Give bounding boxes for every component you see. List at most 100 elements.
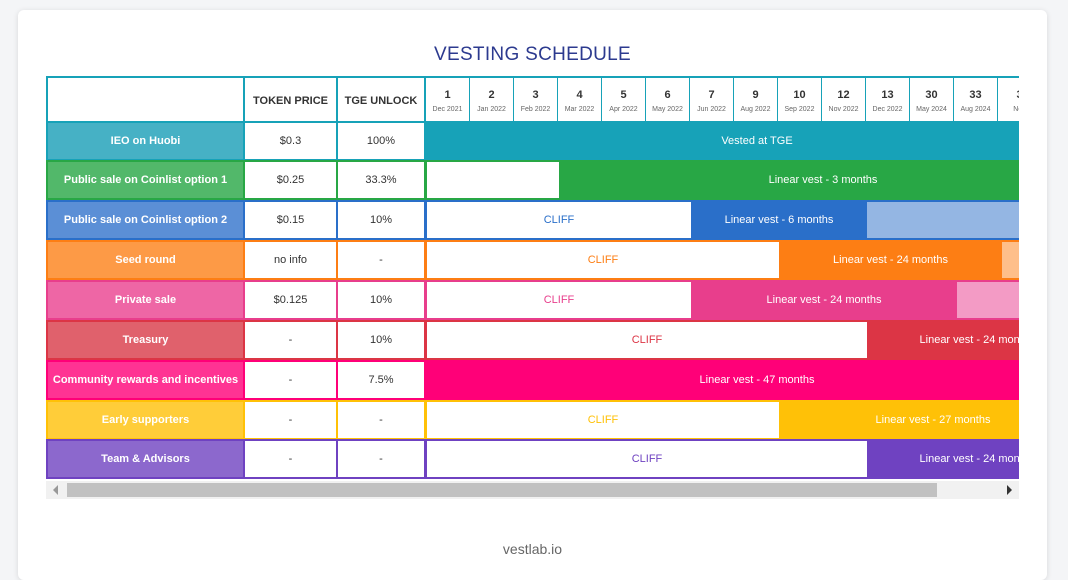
token-price: - [245,400,338,440]
tge-unlock: - [338,439,426,479]
month-date: Jun 2022 [697,105,726,113]
timeline: CLIFF Linear vest - 27 months [426,400,1019,440]
tge-unlock: - [338,240,426,280]
post-vest-segment [867,202,1019,238]
vest-segment: Linear vest - 47 months [427,362,1019,398]
header-empty [48,78,245,123]
table-row: Community rewards and incentives - 7.5% … [46,360,1019,400]
post-vest-segment [1002,242,1019,278]
table-row: Seed round no info - CLIFF Linear vest - … [46,240,1019,280]
vest-segment: Linear vest - 6 months [691,202,867,238]
header-token-price: TOKEN PRICE [245,78,338,123]
month-header: 33 Aug 2024 [954,78,998,123]
cliff-segment: CLIFF [427,441,867,477]
tge-unlock: 7.5% [338,360,426,400]
tge-unlock: - [338,400,426,440]
token-price: - [245,320,338,360]
month-date: Nov 2022 [828,105,859,113]
cliff-segment: CLIFF [427,322,867,358]
month-date: Aug 2022 [740,105,771,113]
month-header: 13 Dec 2022 [866,78,910,123]
month-number: 13 [881,88,894,101]
month-header: 6 May 2022 [646,78,690,123]
month-number: 3 [532,88,539,101]
table-row: IEO on Huobi $0.3 100% Vested at TGE [46,121,1019,161]
month-date: Nov [1013,105,1019,113]
token-price: - [245,360,338,400]
page-title: VESTING SCHEDULE [434,44,631,65]
month-number: 9 [752,88,759,101]
month-date: Mar 2022 [564,105,595,113]
horizontal-scrollbar[interactable] [46,481,1019,499]
vest-segment: Linear vest - 24 months [867,441,1019,477]
token-price: - [245,439,338,479]
round-name: IEO on Huobi [46,121,245,161]
token-price: $0.3 [245,121,338,161]
vesting-table: TOKEN PRICE TGE UNLOCK 1 Dec 2021 2 Jan 202… [46,76,1019,480]
month-header: 3 Nov [998,78,1019,123]
cliff-segment: CLIFF [427,202,691,238]
month-date: May 2024 [916,105,947,113]
tge-unlock: 10% [338,200,426,240]
timeline: Linear vest - 3 months [426,160,1019,200]
month-headers: 1 Dec 2021 2 Jan 2022 3 Feb 2022 4 Mar 2022 5 Apr… [426,78,1019,123]
table-row: Public sale on Coinlist option 1 $0.25 3… [46,160,1019,200]
month-header: 5 Apr 2022 [602,78,646,123]
round-name: Private sale [46,280,245,320]
header-tge-unlock: TGE UNLOCK [338,78,426,123]
round-name: Community rewards and incentives [46,360,245,400]
month-date: Feb 2022 [520,105,551,113]
round-name: Early supporters [46,400,245,440]
vest-segment: Linear vest - 24 months [867,322,1019,358]
footer-brand: vestlab.io [502,541,563,557]
month-number: 3 [1016,89,1019,101]
table-header: TOKEN PRICE TGE UNLOCK 1 Dec 2021 2 Jan 202… [46,76,1019,123]
scroll-left-arrow-icon[interactable] [53,485,58,495]
month-number: 30 [925,88,938,101]
tge-unlock: 100% [338,121,426,161]
month-header: 3 Feb 2022 [514,78,558,123]
vest-segment: Linear vest - 24 months [779,242,1002,278]
month-date: Apr 2022 [609,105,638,113]
month-date: Aug 2024 [960,105,991,113]
cliff-segment: CLIFF [427,282,691,318]
vest-segment: Vested at TGE [427,123,1019,159]
table-row: Early supporters - - CLIFF Linear vest - … [46,400,1019,440]
tge-unlock: 10% [338,280,426,320]
tge-unlock: 33.3% [338,160,426,200]
round-name: Public sale on Coinlist option 1 [46,160,245,200]
month-header: 30 May 2024 [910,78,954,123]
month-header: 9 Aug 2022 [734,78,778,123]
scrollbar-thumb[interactable] [67,483,937,497]
vest-segment: Linear vest - 27 months [779,402,1019,438]
month-header: 4 Mar 2022 [558,78,602,123]
month-date: Dec 2022 [872,105,903,113]
month-date: Sep 2022 [784,105,815,113]
cliff-segment [427,162,559,198]
month-header: 2 Jan 2022 [470,78,514,123]
vest-segment: Linear vest - 3 months [559,162,1019,198]
month-header: 7 Jun 2022 [690,78,734,123]
table-row: Treasury - 10% CLIFF Linear vest - 24 mon… [46,320,1019,360]
month-date: Jan 2022 [477,105,506,113]
month-date: May 2022 [652,105,683,113]
post-vest-segment [957,282,1019,318]
month-number: 33 [969,88,982,101]
round-name: Seed round [46,240,245,280]
table-row: Public sale on Coinlist option 2 $0.15 1… [46,200,1019,240]
cliff-segment: CLIFF [427,402,779,438]
timeline: CLIFF Linear vest - 6 months [426,200,1019,240]
month-header: 10 Sep 2022 [778,78,822,123]
timeline: Vested at TGE [426,121,1019,161]
timeline: Linear vest - 47 months [426,360,1019,400]
month-number: 12 [837,88,850,101]
scroll-right-arrow-icon[interactable] [1007,485,1012,495]
round-name: Public sale on Coinlist option 2 [46,200,245,240]
table-row: Team & Advisors - - CLIFF Linear vest - 2… [46,439,1019,479]
tge-unlock: 10% [338,320,426,360]
month-number: 10 [793,88,806,101]
month-date: Dec 2021 [432,105,463,113]
